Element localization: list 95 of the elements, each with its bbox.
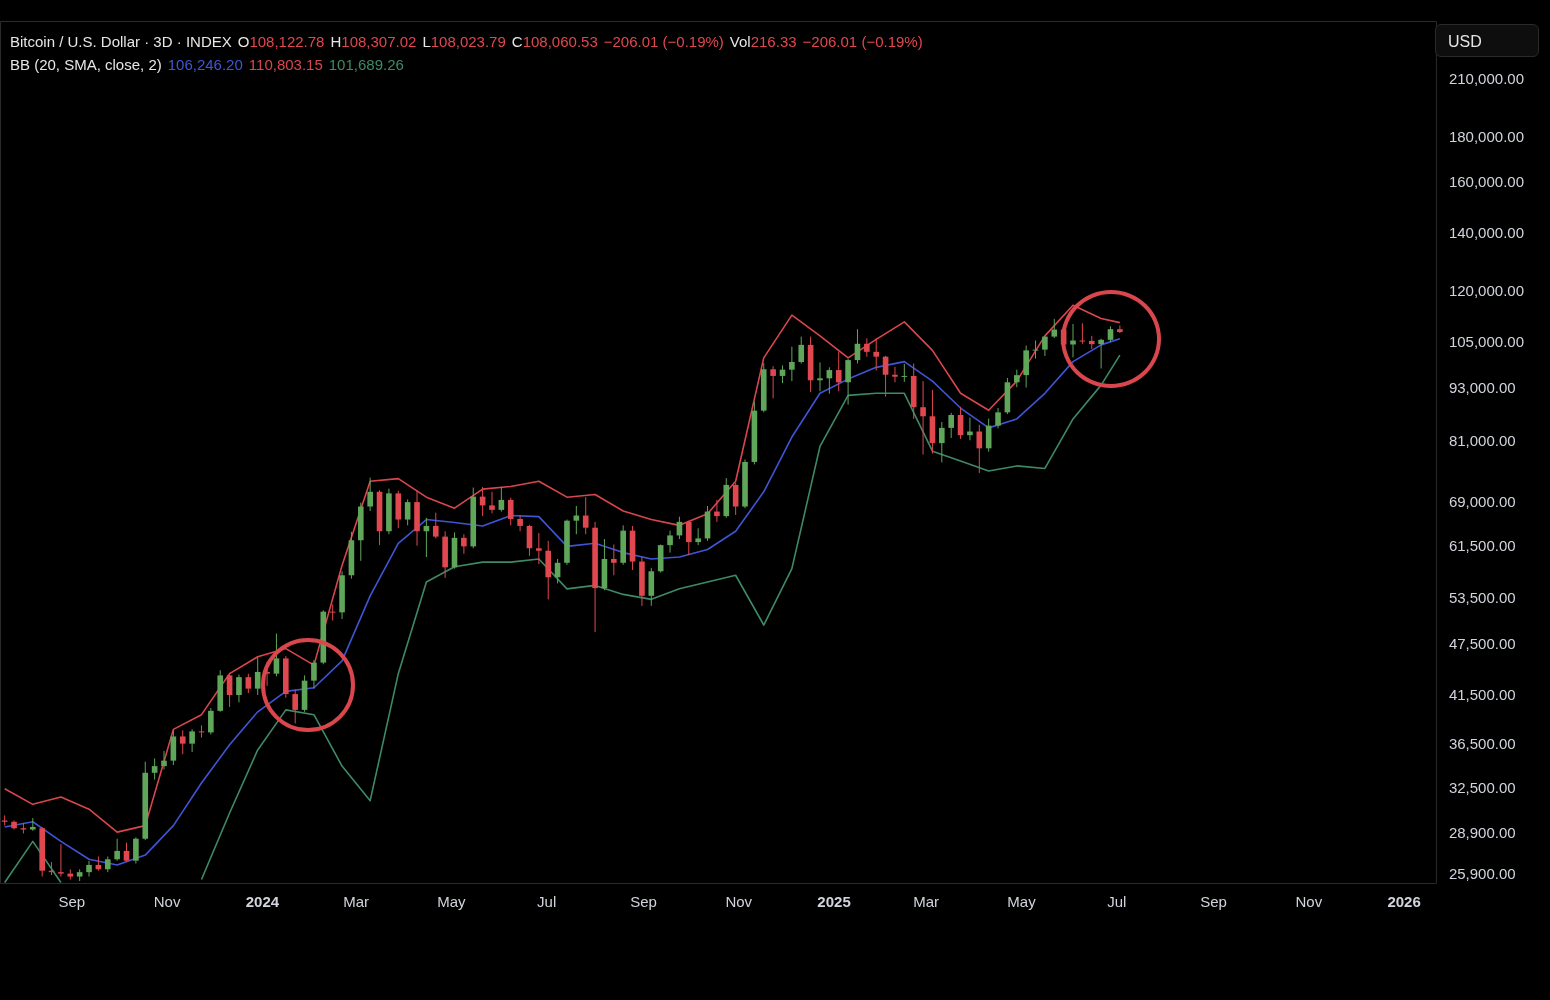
text: Bitcoin / U.S. Dollar · 3D · INDEX: [10, 33, 232, 50]
candlestick: [273, 633, 280, 677]
x-tick-label: May: [1007, 893, 1037, 911]
candlestick: [1117, 324, 1123, 334]
candlestick: [189, 728, 195, 753]
annotation: −206.01 (−0.19%): [802, 33, 923, 50]
candlestick: [582, 496, 589, 535]
x-tick-label: May: [437, 893, 467, 911]
candlestick: [58, 843, 64, 878]
candlestick: [133, 836, 139, 865]
x-tick-label: 2026: [1387, 893, 1421, 911]
y-tick-label: 61,500.00: [1448, 536, 1516, 554]
x-tick-label: Nov: [153, 893, 181, 911]
candlestick: [798, 336, 805, 365]
y-tick-label: 53,500.00: [1448, 589, 1516, 607]
candlestick: [236, 674, 242, 703]
annotation: 106,246.20: [167, 56, 243, 73]
y-tick-label: 81,000.00: [1448, 431, 1516, 449]
candlestick: [892, 366, 898, 383]
candlestick: [667, 530, 673, 554]
x-tick-label: Sep: [1200, 893, 1227, 911]
candlestick: [770, 365, 776, 399]
candlestick: [226, 672, 233, 708]
candlestick: [920, 380, 926, 456]
candlestick: [254, 657, 261, 696]
candlestick: [714, 499, 720, 523]
candlestick: [367, 477, 373, 512]
candlestick: [123, 842, 130, 863]
y-tick-label: 47,500.00: [1448, 634, 1516, 652]
y-tick-label: 93,000.00: [1448, 379, 1516, 397]
candlestick: [461, 533, 467, 555]
annotation: L108,023.79: [422, 33, 506, 50]
candlestick: [948, 412, 954, 439]
candlestick: [817, 361, 823, 392]
candlestick: [404, 498, 411, 526]
x-tick-label: Mar: [343, 893, 370, 911]
candlestick: [1098, 338, 1104, 370]
y-tick-label: 120,000.00: [1448, 282, 1524, 300]
candlestick: [161, 750, 167, 770]
candlestick: [732, 482, 739, 516]
y-tick-label: 69,000.00: [1448, 492, 1516, 510]
candlestick: [939, 421, 945, 463]
candlestick: [432, 512, 439, 539]
y-tick-label: 32,500.00: [1448, 778, 1516, 796]
x-tick-label: Sep: [630, 893, 657, 911]
x-tick-label: 2024: [245, 893, 280, 911]
candlestick: [517, 514, 523, 532]
annotation: Vol216.33: [729, 33, 797, 50]
y-tick-label: 160,000.00: [1448, 173, 1524, 191]
candlestick: [489, 491, 495, 514]
y-tick-label: 140,000.00: [1448, 223, 1524, 241]
candlestick: [995, 407, 1001, 429]
candlestick: [208, 707, 214, 735]
annotation: H108,307.02: [330, 33, 417, 50]
candlestick: [685, 520, 692, 556]
annotation: O108,122.78: [237, 33, 325, 50]
annotation: 101,689.26: [328, 56, 404, 73]
candlestick: [151, 757, 158, 781]
annotation: C108,060.53: [511, 33, 598, 50]
candlestick: [1070, 323, 1076, 358]
y-tick-label: 25,900.00: [1448, 865, 1516, 883]
x-tick-label: 2025: [817, 893, 851, 911]
currency-selector: USD: [1435, 24, 1539, 57]
candlestick: [845, 358, 851, 406]
candlestick: [611, 544, 617, 576]
candlestick: [114, 838, 120, 862]
candlestick: [245, 673, 252, 694]
x-tick-label: Jul: [1107, 893, 1127, 911]
y-tick-label: 36,500.00: [1448, 734, 1516, 752]
candlestick: [292, 689, 299, 724]
candlestick: [86, 860, 92, 878]
annotation: −206.01 (−0.19%): [603, 33, 724, 50]
y-tick-label: 210,000.00: [1448, 69, 1524, 87]
x-tick-label: Nov: [1295, 893, 1323, 911]
y-tick-label: 28,900.00: [1448, 823, 1516, 841]
candlestick: [864, 337, 870, 358]
y-tick-label: 41,500.00: [1448, 686, 1516, 704]
candlestick: [873, 337, 880, 371]
candlestick: [835, 350, 842, 392]
annotation: 110,803.15: [248, 56, 323, 73]
y-tick-label: 105,000.00: [1448, 333, 1524, 351]
x-tick-label: Sep: [58, 893, 86, 911]
x-tick-label: Mar: [913, 893, 940, 911]
y-tick-label: 180,000.00: [1448, 128, 1524, 146]
text: BB (20, SMA, close, 2): [10, 56, 162, 73]
candlestick: [179, 729, 186, 755]
candlestick: [976, 424, 983, 474]
candlestick: [507, 497, 514, 526]
x-tick-label: Jul: [537, 893, 557, 911]
candlestick: [536, 532, 542, 565]
candlestick: [1051, 318, 1058, 339]
x-tick-label: Nov: [725, 893, 753, 911]
candlestick: [1042, 335, 1048, 357]
candlestick: [311, 659, 317, 690]
candlestick: [789, 346, 795, 382]
